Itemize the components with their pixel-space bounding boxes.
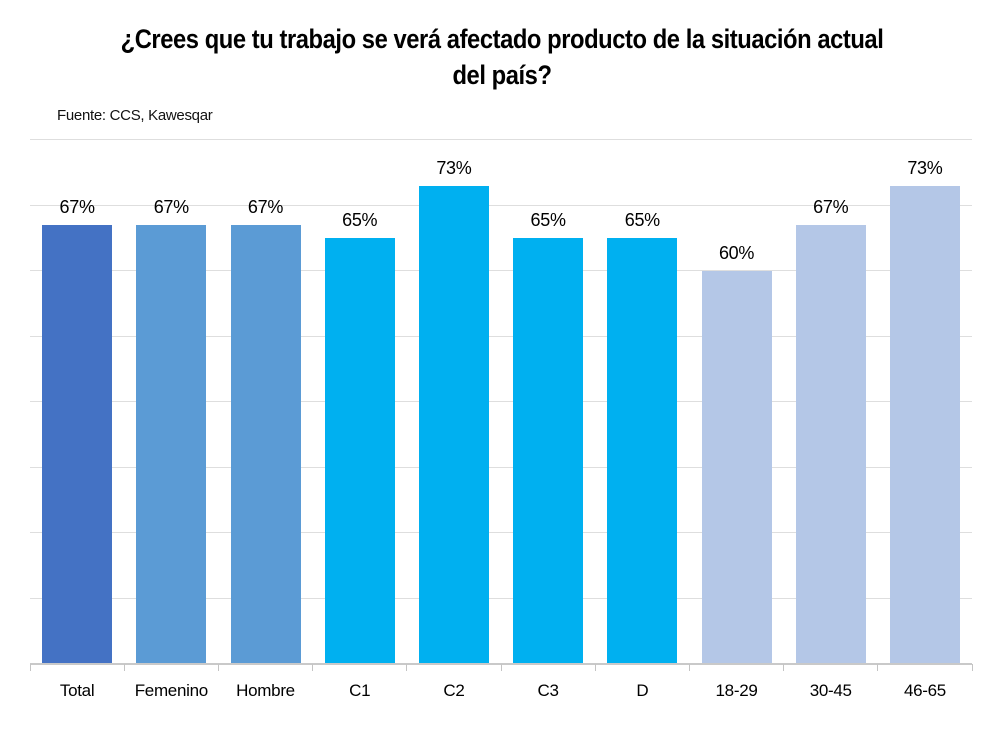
x-axis-tick [877, 664, 879, 671]
gridline [30, 466, 972, 468]
gridline [30, 597, 972, 599]
bar-slot: 65% [595, 140, 689, 664]
x-axis-label-18-29: 18-29 [715, 681, 758, 700]
bar-value-label: 67% [813, 197, 849, 218]
bar-46-65 [889, 185, 960, 664]
bar-c2 [418, 185, 489, 664]
x-axis-label-femenino: Femenino [134, 681, 209, 700]
x-axis-label-c2: C2 [443, 681, 465, 700]
bar-slot: 67% [218, 140, 312, 664]
bar-slot: 67% [124, 140, 218, 664]
gridline [30, 401, 972, 402]
x-axis-labels: Total Femenino Hombre C1 C2 C3 D 18-29 30-45 46-6… [30, 681, 972, 701]
bar-c1 [324, 238, 395, 664]
bar-18-29 [701, 271, 772, 664]
gridline [30, 532, 972, 533]
bar-value-label: 73% [907, 157, 943, 178]
x-axis-tick [406, 664, 408, 671]
bar-value-label: 67% [247, 197, 284, 218]
x-axis-tick [594, 664, 596, 671]
x-axis-tick [688, 664, 690, 671]
x-axis-tick [123, 664, 125, 671]
bar-femenino [136, 225, 207, 664]
chart-source: Fuente: CCS, Kawesqar [57, 107, 213, 124]
x-axis-tick [217, 664, 219, 671]
x-axis-tick [971, 664, 973, 671]
x-axis-label-30-45: 30-45 [809, 681, 852, 700]
bar-slot: 73% [407, 140, 501, 664]
bar-value-label: 67% [153, 197, 189, 218]
bar-slot: 67% [784, 140, 878, 664]
plot-wrap: 67% 67% 67% 65% 73% 65% 65% 60% 67% 73% Total Feme… [29, 139, 973, 701]
bar-total [42, 225, 113, 664]
bar-d [607, 238, 678, 664]
x-axis-tick [500, 664, 502, 671]
bar-slot: 65% [501, 140, 595, 664]
chart-title: ¿Crees que tu trabajo se verá afectado p… [120, 24, 884, 90]
bar-value-label: 67% [59, 197, 95, 218]
gridline [30, 204, 972, 206]
bar-value-label: 65% [530, 210, 566, 231]
x-axis-tick [29, 664, 31, 671]
x-axis-label-hombre: Hombre [236, 681, 295, 700]
bar-30-45 [795, 225, 866, 664]
gridline [30, 139, 972, 140]
x-axis-label-c3: C3 [537, 681, 559, 700]
bar-value-label: 73% [436, 157, 472, 178]
x-axis-tick [783, 664, 785, 671]
bar-slots: 67% 67% 67% 65% 73% 65% 65% 60% 67% 73% [30, 140, 972, 664]
bar-slot: 60% [689, 140, 783, 664]
bar-value-label: 65% [624, 210, 660, 231]
gridline [30, 270, 972, 271]
x-axis-label-d: D [636, 681, 649, 700]
gridline [30, 335, 972, 337]
bar-slot: 73% [878, 140, 972, 664]
plot-area: 67% 67% 67% 65% 73% 65% 65% 60% 67% 73% [29, 139, 973, 671]
bar-hombre [230, 225, 301, 664]
x-axis-label-c1: C1 [349, 681, 371, 700]
x-axis-label-46-65: 46-65 [903, 681, 946, 700]
bar-slot: 67% [30, 140, 124, 664]
bar-c3 [513, 238, 584, 664]
bar-value-label: 60% [718, 243, 755, 263]
bar-value-label: 65% [342, 210, 378, 231]
bar-slot: 65% [313, 140, 407, 664]
x-axis-tick [312, 664, 314, 671]
x-axis-label-total: Total [59, 681, 95, 700]
